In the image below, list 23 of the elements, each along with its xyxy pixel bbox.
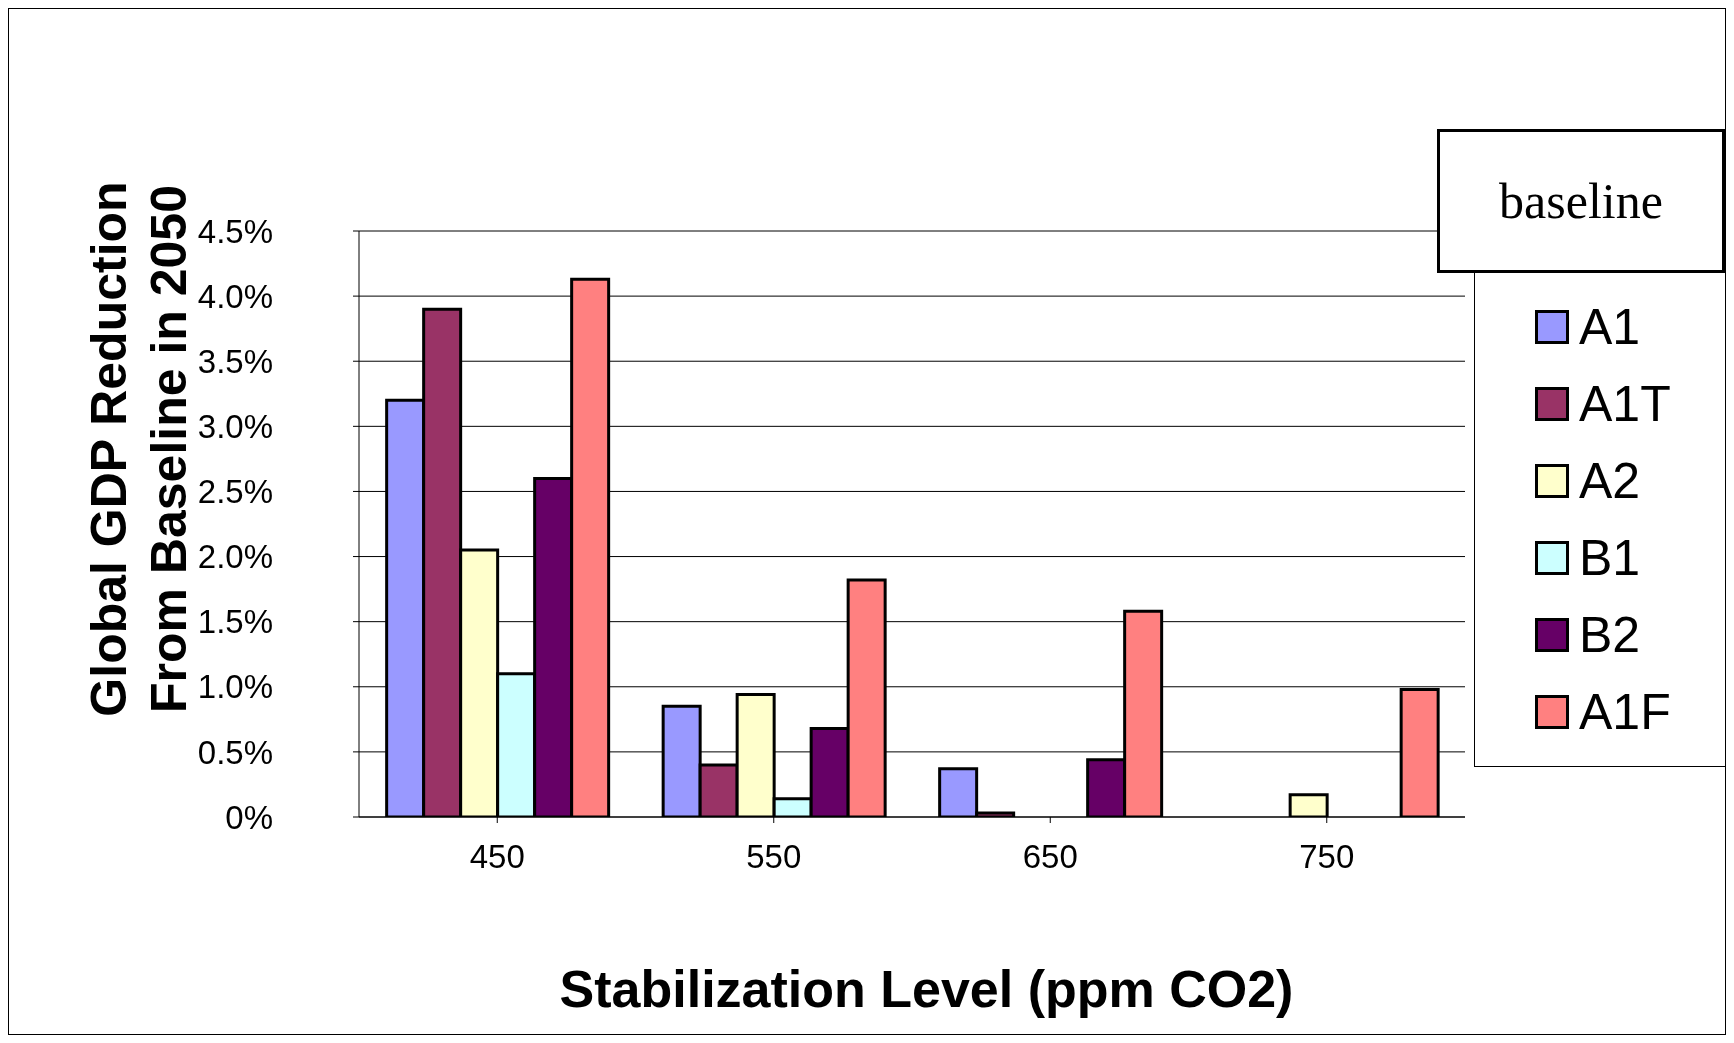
y-tick-label: 4.5% (197, 212, 273, 250)
y-tick-label: 3.5% (197, 342, 273, 380)
x-tick-label: 650 (1022, 838, 1078, 876)
legend-title: baseline (1499, 172, 1663, 230)
y-tick-label: 2.0% (197, 538, 273, 576)
legend-label: A1 (1579, 297, 1641, 356)
legend-label: B1 (1579, 528, 1641, 587)
y-tick-label: 1.0% (197, 668, 273, 706)
legend-label: A2 (1579, 451, 1641, 510)
x-axis-title: Stabilization Level (ppm CO2) (558, 959, 1295, 1019)
y-tick-label: 1.5% (197, 603, 273, 641)
y-tick-label: 4.0% (197, 277, 273, 315)
x-tick-label: 750 (1299, 838, 1355, 876)
y-tick-label: 2.5% (197, 473, 273, 511)
y-tick-label: 0.5% (197, 733, 273, 771)
x-tick-label: 550 (746, 838, 802, 876)
y-tick-label: 3.0% (197, 408, 273, 446)
y-axis-title: Global GDP Reduction From Baseline in 2050 (80, 180, 198, 719)
legend-label: A1F (1579, 682, 1671, 741)
x-tick-label: 450 (469, 838, 525, 876)
y-tick-label: 0% (225, 798, 273, 836)
legend-label: B2 (1579, 605, 1641, 664)
legend-label: A1T (1579, 374, 1671, 433)
